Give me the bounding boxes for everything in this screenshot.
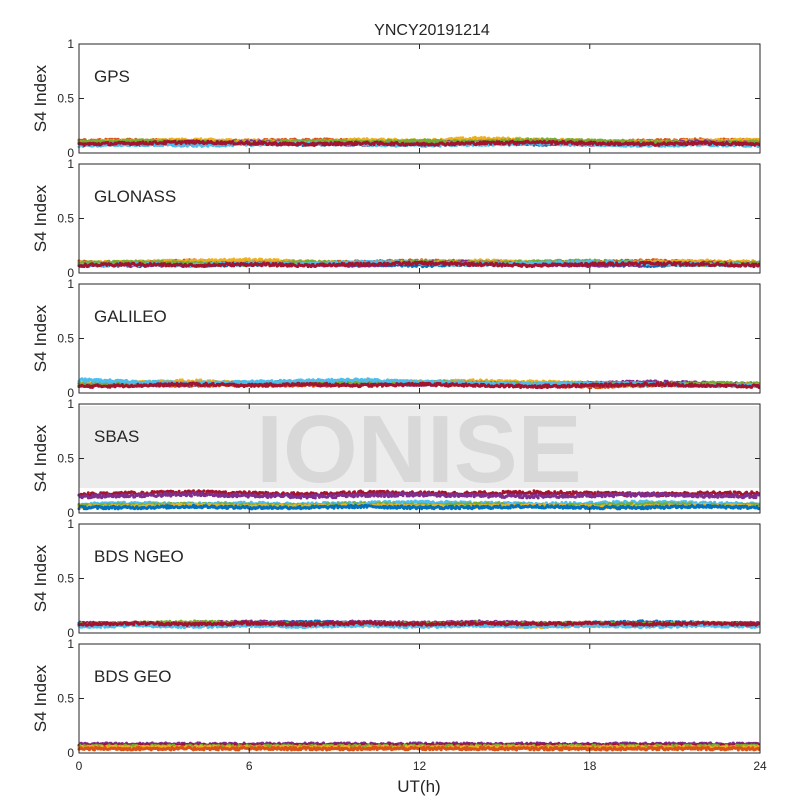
y-tick-label: 0.5	[57, 92, 74, 106]
panel-2: 00.51GLONASSS4 Index	[31, 157, 761, 280]
data-point	[461, 136, 464, 139]
plot-area	[79, 164, 760, 273]
figure-title: YNCY20191214	[374, 22, 490, 39]
panel-label: GPS	[94, 67, 130, 86]
plot-area	[79, 44, 760, 153]
y-axis-label: S4 Index	[31, 64, 50, 132]
y-tick-label: 1	[67, 37, 74, 51]
